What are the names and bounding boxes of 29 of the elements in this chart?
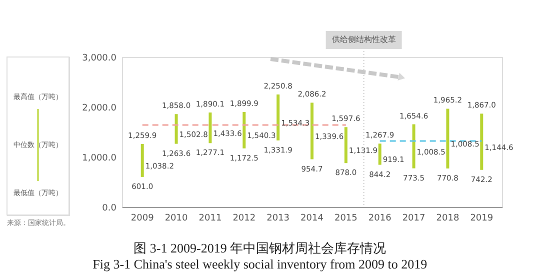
bar xyxy=(344,127,348,164)
x-tick-label: 2017 xyxy=(402,214,426,224)
x-tick-label: 2019 xyxy=(470,214,494,224)
text: Fig 3-1 China's steel weekly social inventory from 2009 to 2019 xyxy=(92,256,428,272)
x-tick-label: 2015 xyxy=(334,214,358,224)
y-tick-label: 0.0 xyxy=(102,204,117,214)
bar xyxy=(310,102,314,160)
bar xyxy=(140,144,144,177)
bar xyxy=(412,124,416,168)
x-tick-label: 2013 xyxy=(266,214,290,224)
x-tick-label: 2009 xyxy=(130,214,154,224)
bar xyxy=(378,144,382,165)
y-tick-label: 1,000.0 xyxy=(82,154,117,164)
x-tick-label: 2010 xyxy=(164,214,188,224)
x-tick-label: 2016 xyxy=(368,214,392,224)
x-tick-label: 2012 xyxy=(232,214,256,224)
bar xyxy=(480,114,484,170)
text: 供给侧结构性改革 xyxy=(332,35,396,44)
bar xyxy=(174,114,178,144)
y-tick-label: 2,000.0 xyxy=(82,104,117,114)
y-tick-label: 3,000.0 xyxy=(82,54,117,64)
bar xyxy=(208,112,212,144)
x-tick-label: 2014 xyxy=(300,214,324,224)
x-tick-label: 2018 xyxy=(436,214,460,224)
bar xyxy=(242,112,246,148)
bar xyxy=(276,94,280,140)
x-tick-label: 2011 xyxy=(198,214,222,224)
text: 图 3-1 2009-2019 年中国钢材周社会库存情况 xyxy=(134,240,386,256)
bar xyxy=(446,108,450,168)
